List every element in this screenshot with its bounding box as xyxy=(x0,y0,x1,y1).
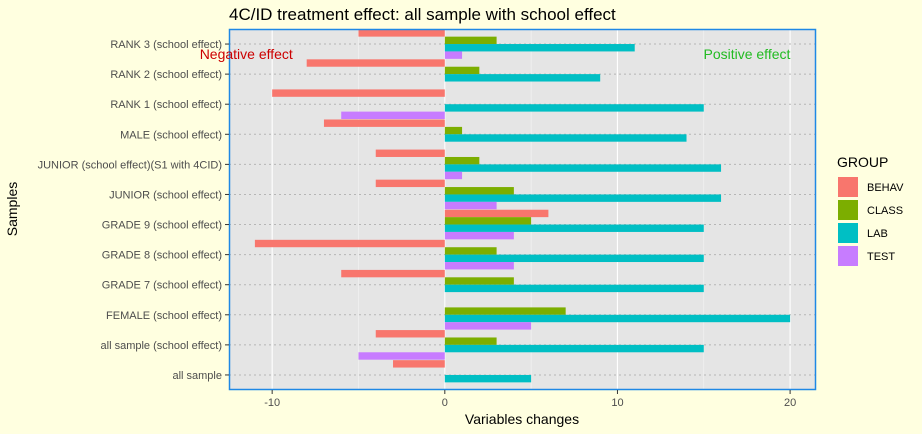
bar-lab-junior-school-effect-s1-with-4cid xyxy=(444,164,722,172)
x-tick-labels: -10 0 10 20 xyxy=(264,390,796,409)
bar-behav-grade-8-school-effect xyxy=(254,239,445,248)
bar-test-junior-school-effect-s1-with-4cid xyxy=(444,171,463,180)
bar-lab-female-school-effect xyxy=(444,314,791,323)
bar-test-female-school-effect xyxy=(444,322,532,330)
y-axis-label: Samples xyxy=(4,182,20,236)
x-tick-label: -10 xyxy=(264,397,280,409)
legend-label-behav: BEHAV xyxy=(867,182,904,194)
chart-title: 4C/ID treatment effect: all sample with … xyxy=(229,5,616,24)
bar-test-rank-1-school-effect xyxy=(341,111,445,120)
x-tick-label: 10 xyxy=(611,397,623,409)
bar-behav-all-sample xyxy=(393,360,445,368)
bar-class-rank-2-school-effect xyxy=(444,66,480,75)
bar-test-grade-8-school-effect xyxy=(444,262,514,270)
bar-class-junior-school-effect-s1-with-4cid xyxy=(444,156,480,165)
annotation-negative-effect: Negative effect xyxy=(200,46,293,62)
bar-behav-male-school-effect xyxy=(323,119,445,127)
y-tick-label: JUNIOR (school effect) xyxy=(109,189,222,201)
legend-label-lab: LAB xyxy=(867,228,888,240)
bar-lab-junior-school-effect xyxy=(444,194,722,202)
bar-behav-grade-7-school-effect xyxy=(341,269,445,278)
bar-class-grade-9-school-effect xyxy=(444,217,532,225)
bar-behav-junior-school-effect xyxy=(375,179,445,188)
y-tick-labels: all sample all sample (school effect) FEMA… xyxy=(38,39,229,382)
legend-items: BEHAV CLASS LAB TEST xyxy=(838,177,904,266)
bar-lab-rank-1-school-effect xyxy=(444,104,704,112)
x-tick-label: 0 xyxy=(442,397,448,409)
y-tick-label: GRADE 8 (school effect) xyxy=(102,250,222,262)
y-tick-label: RANK 2 (school effect) xyxy=(110,69,222,81)
legend-swatch-class xyxy=(838,200,858,220)
bar-class-all-sample-school-effect xyxy=(444,337,497,345)
y-tick-label: MALE (school effect) xyxy=(120,129,222,141)
x-axis-label: Variables changes xyxy=(465,411,579,427)
y-tick-label: RANK 3 (school effect) xyxy=(110,39,222,51)
bar-lab-rank-3-school-effect xyxy=(444,44,635,52)
bar-lab-grade-9-school-effect xyxy=(444,224,704,232)
y-tick-label: all sample xyxy=(172,370,222,382)
bar-class-male-school-effect xyxy=(444,126,463,135)
bar-class-grade-7-school-effect xyxy=(444,277,514,285)
y-tick-label: FEMALE (school effect) xyxy=(106,310,222,322)
legend-swatch-behav xyxy=(838,177,858,197)
bar-lab-grade-7-school-effect xyxy=(444,284,704,293)
bar-class-rank-3-school-effect xyxy=(444,36,497,45)
legend-swatch-test xyxy=(838,246,858,266)
bar-behav-rank-1-school-effect xyxy=(272,89,445,97)
plot-panel xyxy=(229,29,816,390)
bar-lab-grade-8-school-effect xyxy=(444,254,704,263)
y-tick-label: GRADE 7 (school effect) xyxy=(102,280,222,292)
y-tick-label: all sample (school effect) xyxy=(101,340,222,352)
bar-lab-all-sample-school-effect xyxy=(444,344,704,353)
bar-class-grade-8-school-effect xyxy=(444,247,497,255)
bar-lab-rank-2-school-effect xyxy=(444,74,601,82)
bar-test-rank-3-school-effect xyxy=(444,51,463,59)
bar-lab-male-school-effect xyxy=(444,134,687,142)
annotations: Negative effect Positive effect xyxy=(200,46,791,62)
bar-test-all-sample-school-effect xyxy=(358,352,445,360)
bar-behav-grade-9-school-effect xyxy=(444,209,549,218)
annotation-positive-effect: Positive effect xyxy=(703,46,790,62)
y-tick-label: JUNIOR (school effect)(S1 with 4CID) xyxy=(38,159,222,171)
y-tick-label: RANK 1 (school effect) xyxy=(110,99,222,111)
bars-layer xyxy=(254,29,791,383)
grid-layer xyxy=(229,29,816,390)
bar-behav-rank-2-school-effect xyxy=(306,59,445,67)
y-tick-label: GRADE 9 (school effect) xyxy=(102,220,222,232)
bar-class-junior-school-effect xyxy=(444,187,514,195)
bar-behav-junior-school-effect-s1-with-4cid xyxy=(375,149,445,157)
legend-title: GROUP xyxy=(837,154,888,170)
bar-test-grade-9-school-effect xyxy=(444,231,514,240)
bar-test-junior-school-effect xyxy=(444,201,497,210)
bar-behav-all-sample-school-effect xyxy=(375,330,445,338)
bar-lab-all-sample xyxy=(444,374,532,383)
legend-swatch-lab xyxy=(838,223,858,243)
bar-behav-rank-3-school-effect xyxy=(358,29,445,37)
legend-label-class: CLASS xyxy=(867,205,903,217)
legend-label-test: TEST xyxy=(867,251,895,263)
bar-class-female-school-effect xyxy=(444,307,566,315)
panel-border xyxy=(228,28,817,391)
x-tick-label: 20 xyxy=(784,397,796,409)
legend: GROUP BEHAV CLASS LAB TEST xyxy=(829,142,911,275)
